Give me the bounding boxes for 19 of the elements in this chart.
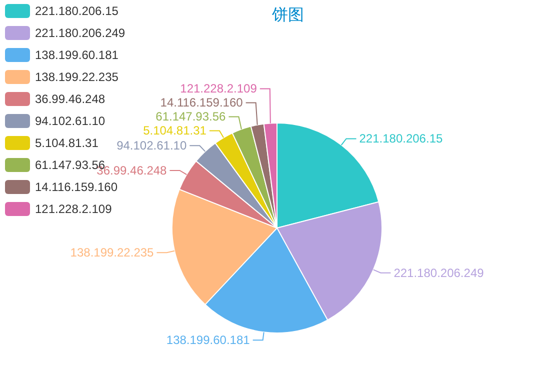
- slice-label: 14.116.159.160: [160, 96, 244, 110]
- legend-label: 14.116.159.160: [35, 180, 118, 194]
- chart-title: 饼图: [271, 6, 304, 24]
- legend-label: 5.104.81.31: [35, 136, 99, 150]
- slice-label: 221.180.206.249: [394, 266, 484, 280]
- legend-label: 121.228.2.109: [35, 202, 112, 216]
- slice-label: 138.199.22.235: [70, 246, 154, 260]
- legend-label: 94.102.61.10: [35, 114, 106, 128]
- legend-label: 221.180.206.249: [35, 26, 126, 40]
- legend-label: 138.199.22.235: [35, 70, 119, 84]
- slice-label: 94.102.61.10: [116, 138, 187, 153]
- slice-label: 5.104.81.31: [143, 124, 207, 138]
- legend-label: 138.199.60.181: [35, 48, 119, 62]
- slice-label: 138.199.60.181: [166, 333, 250, 348]
- slice-label: 121.228.2.109: [180, 82, 258, 96]
- legend-label: 221.180.206.15: [35, 4, 119, 18]
- slice-label: 221.180.206.15: [359, 132, 443, 146]
- slice-label: 61.147.93.56: [156, 110, 226, 124]
- legend-label: 36.99.46.248: [35, 92, 106, 106]
